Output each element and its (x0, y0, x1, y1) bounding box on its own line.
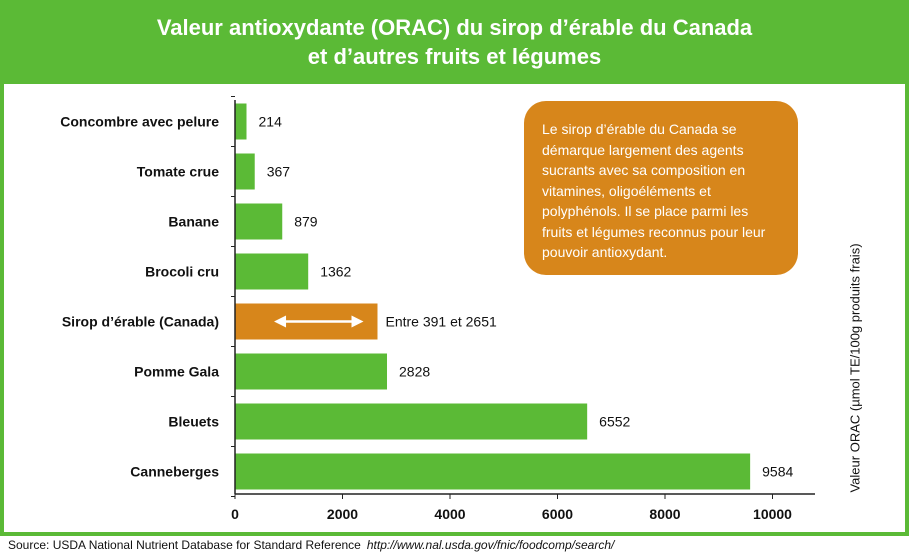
source-url: http://www.nal.usda.gov/fnic/foodcomp/se… (366, 538, 615, 552)
source-text: Source: USDA National Nutrient Database … (8, 538, 361, 552)
bar (235, 153, 255, 190)
x-tick-label: 2000 (327, 506, 358, 522)
chart-title-line-2: et d’autres fruits et légumes (307, 44, 602, 69)
category-label: Brocoli cru (145, 264, 219, 280)
data-label: 214 (259, 114, 283, 130)
x-tick-label: 10000 (753, 506, 792, 522)
category-label: Tomate crue (137, 164, 219, 180)
data-label: 9584 (762, 464, 793, 480)
callout-text: Le sirop d’érable du Canada se démarque … (542, 121, 766, 260)
x-tick-label: 6000 (542, 506, 573, 522)
chart-title-line-1: Valeur antioxydante (ORAC) du sirop d’ér… (156, 15, 753, 40)
chart-title: Valeur antioxydante (ORAC) du sirop d’ér… (0, 0, 909, 84)
callout-box: Le sirop d’érable du Canada se démarque … (524, 101, 798, 275)
data-label: 879 (294, 214, 318, 230)
data-label: 6552 (599, 414, 630, 430)
bar (235, 203, 283, 240)
x-tick-label: 0 (231, 506, 239, 522)
bar (235, 403, 588, 440)
x-tick-label: 8000 (649, 506, 680, 522)
range-arrow-head-left (274, 315, 287, 328)
category-label: Bleuets (168, 414, 219, 430)
source-note: Source: USDA National Nutrient Database … (8, 538, 614, 552)
category-label: Concombre avec pelure (60, 114, 219, 130)
bar (235, 103, 247, 140)
category-label: Banane (168, 214, 219, 230)
data-label: 367 (267, 164, 291, 180)
category-label: Pomme Gala (134, 364, 219, 380)
bar (235, 453, 751, 490)
y-axis-label: Valeur ORAC (µmol TE/100g produits frais… (847, 243, 863, 493)
bar (235, 353, 388, 390)
data-label: 1362 (320, 264, 351, 280)
x-tick-label: 4000 (434, 506, 465, 522)
bar (235, 253, 309, 290)
range-arrow-head-right (351, 315, 364, 328)
category-label: Canneberges (130, 464, 219, 480)
data-label: Entre 391 et 2651 (385, 314, 497, 330)
category-label: Sirop d’érable (Canada) (62, 314, 219, 330)
data-label: 2828 (399, 364, 430, 380)
